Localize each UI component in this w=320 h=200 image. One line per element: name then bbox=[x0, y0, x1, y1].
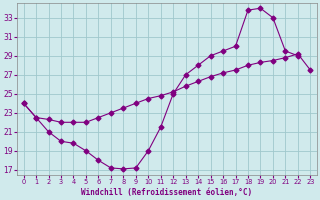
X-axis label: Windchill (Refroidissement éolien,°C): Windchill (Refroidissement éolien,°C) bbox=[81, 188, 252, 197]
